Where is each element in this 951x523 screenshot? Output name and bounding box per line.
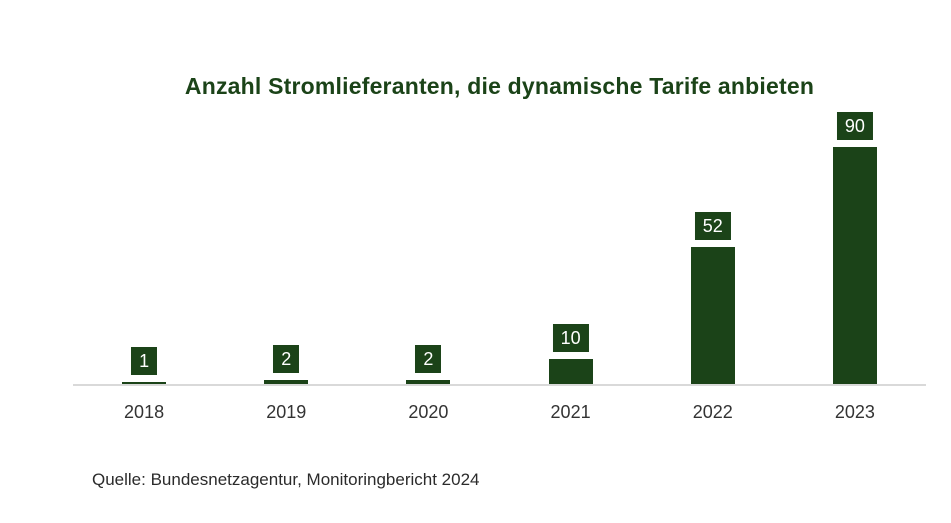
x-tick-label: 2023 bbox=[834, 402, 875, 422]
bar bbox=[264, 380, 309, 385]
x-tick-label: 2018 bbox=[124, 402, 165, 422]
bar-group: 1 2018 bbox=[73, 100, 215, 422]
x-tick-label: 2020 bbox=[408, 402, 449, 422]
chart-title: Anzahl Stromlieferanten, die dynamische … bbox=[184, 73, 815, 99]
bar-value-label: 2 bbox=[273, 345, 300, 373]
bar-value-label: 2 bbox=[415, 345, 442, 373]
bar bbox=[548, 359, 593, 385]
x-axis-line bbox=[73, 384, 926, 386]
bar-group: 10 2021 bbox=[500, 100, 642, 422]
plot-area: 1 2018 2 2019 2 2020 10 2021 52 2022 90 2023 bbox=[73, 100, 926, 422]
bar-value-label: 1 bbox=[131, 347, 158, 375]
bar bbox=[832, 147, 877, 385]
bar-group: 2 2019 bbox=[215, 100, 357, 422]
bar-value-label: 10 bbox=[552, 324, 589, 352]
x-tick-label: 2022 bbox=[692, 402, 733, 422]
x-tick-label: 2021 bbox=[550, 402, 591, 422]
bar-group: 52 2022 bbox=[642, 100, 784, 422]
bar-value-label: 90 bbox=[836, 112, 873, 140]
bar bbox=[122, 382, 167, 385]
bar-group: 90 2023 bbox=[784, 100, 926, 422]
bar bbox=[690, 247, 735, 385]
bar-value-label: 52 bbox=[694, 212, 731, 240]
bar-group: 2 2020 bbox=[357, 100, 499, 422]
bar bbox=[406, 380, 451, 385]
source-note: Quelle: Bundesnetzagentur, Monitoringber… bbox=[92, 470, 480, 489]
x-tick-label: 2019 bbox=[266, 402, 307, 422]
